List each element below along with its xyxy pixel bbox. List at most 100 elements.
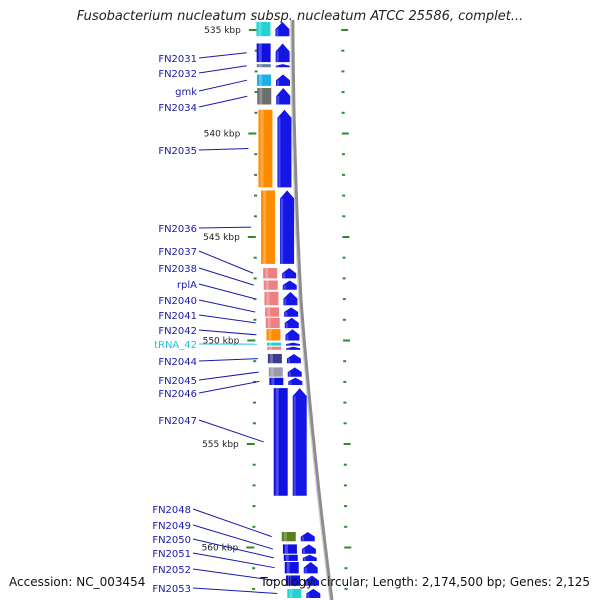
gene-label: FN2049 xyxy=(152,521,191,532)
ruler-label: 535 kbp xyxy=(204,26,241,36)
gene-box xyxy=(264,291,279,306)
gene-box-gloss xyxy=(286,561,290,574)
gene-box xyxy=(266,342,281,346)
outer-tick xyxy=(343,484,347,487)
backbone-arc-highlight xyxy=(290,20,331,600)
gene-label: FN2032 xyxy=(158,69,197,80)
backbone-arc xyxy=(290,20,334,600)
inner-tick xyxy=(246,546,255,549)
gene-leader-line xyxy=(198,250,254,274)
gene-label: FN2037 xyxy=(158,247,197,258)
gene-box xyxy=(267,353,282,364)
inner-tick xyxy=(252,422,256,425)
inner-tick xyxy=(254,173,258,176)
gene-label: FN2044 xyxy=(158,357,197,368)
outer-tick xyxy=(343,463,347,466)
gene-box-gloss xyxy=(263,190,267,264)
inner-tick xyxy=(252,401,256,404)
inner-tick xyxy=(254,194,258,197)
gene-leader-line xyxy=(198,148,249,151)
inner-tick xyxy=(253,256,257,259)
gene-leader-line xyxy=(198,371,259,381)
inner-tick xyxy=(252,463,256,466)
gene-strand-arrow xyxy=(275,74,290,86)
outer-tick xyxy=(341,111,345,114)
gene-strand-arrow xyxy=(275,22,290,37)
outer-tick xyxy=(341,91,345,94)
outer-tick xyxy=(342,173,346,176)
gene-leader-line xyxy=(192,538,274,559)
inner-tick xyxy=(247,236,256,238)
gene-box xyxy=(256,74,271,86)
gene-leader-line xyxy=(198,52,247,59)
outer-tick xyxy=(342,215,346,218)
outer-tick xyxy=(342,298,346,301)
ruler-label: 550 kbp xyxy=(203,337,240,347)
inner-tick xyxy=(253,277,257,280)
gene-label: rplA xyxy=(177,280,197,291)
gene-box-gloss xyxy=(267,317,271,329)
gene-leader-line xyxy=(198,267,254,286)
gene-box-gloss xyxy=(269,353,273,364)
gene-box-gloss xyxy=(268,329,272,341)
inner-tick xyxy=(254,49,258,52)
gene-label: FN2046 xyxy=(158,389,197,400)
gene-box xyxy=(265,307,280,317)
gene-strand-arrow xyxy=(284,307,299,317)
gene-label: tRNA_42 xyxy=(154,340,197,351)
ruler-label: 545 kbp xyxy=(203,233,240,243)
gene-box-gloss xyxy=(271,377,275,386)
gene-strand-arrow xyxy=(292,388,307,496)
gene-label: FN2031 xyxy=(158,54,197,65)
gene-leader-line xyxy=(198,419,264,443)
outer-tick xyxy=(342,194,346,197)
gene-label: FN2052 xyxy=(152,565,191,576)
gene-label: FN2051 xyxy=(152,549,191,560)
gene-leader-line xyxy=(198,358,258,362)
gene-strand-arrow xyxy=(280,190,295,264)
gene-box-gloss xyxy=(258,64,262,68)
gene-box xyxy=(263,280,278,290)
ruler-label: 555 kbp xyxy=(202,440,239,450)
gene-box-gloss xyxy=(265,268,269,279)
gene-box-gloss xyxy=(285,554,289,561)
outer-tick xyxy=(341,29,349,31)
accession-label: Accession: NC_003454 xyxy=(9,575,146,589)
gene-leader-line xyxy=(198,283,255,300)
gene-strand-arrow xyxy=(275,43,290,63)
inner-tick xyxy=(248,132,257,135)
gene-box xyxy=(273,388,288,496)
gene-leader-line xyxy=(198,65,247,74)
gene-strand-arrow xyxy=(275,64,290,68)
gene-box-gloss xyxy=(284,544,288,554)
outer-tick xyxy=(344,525,348,528)
gene-label: FN2040 xyxy=(158,296,197,307)
gene-strand-arrow xyxy=(282,268,297,279)
outer-tick xyxy=(342,318,346,321)
gene-box-gloss xyxy=(267,307,271,317)
gene-strand-arrow xyxy=(300,531,315,542)
inner-tick xyxy=(254,70,258,73)
gene-leader-line xyxy=(198,95,248,108)
outer-tick xyxy=(343,443,351,445)
gene-box xyxy=(267,346,282,350)
gene-box-gloss xyxy=(265,280,269,290)
outer-tick xyxy=(341,132,349,135)
outer-tick xyxy=(343,360,347,363)
gene-label: FN2041 xyxy=(158,311,197,322)
gene-label: FN2050 xyxy=(152,535,191,546)
gene-strand-arrow xyxy=(302,554,317,561)
gene-label: FN2042 xyxy=(158,326,197,337)
gene-box xyxy=(266,329,281,341)
inner-tick xyxy=(254,111,258,114)
gene-leader-line xyxy=(198,314,256,324)
outer-tick xyxy=(341,70,345,73)
outer-tick xyxy=(342,256,346,259)
gene-box-gloss xyxy=(258,43,262,63)
gene-leader-line xyxy=(192,552,275,569)
outer-tick xyxy=(342,236,350,238)
gene-box-gloss xyxy=(268,342,272,346)
gene-box xyxy=(283,554,298,561)
